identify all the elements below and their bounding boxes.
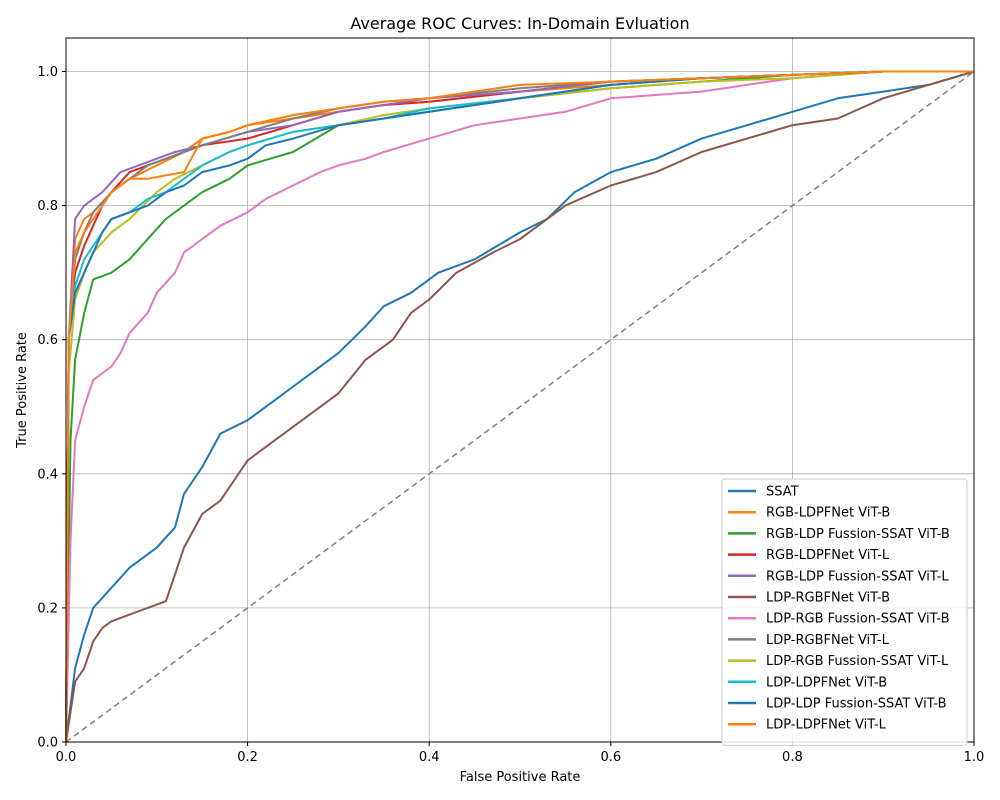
diagonal-line	[65, 70, 975, 743]
y-tick-label: 0.0	[37, 736, 58, 751]
chart-title: Average ROC Curves: In-Domain Evluation	[350, 14, 689, 33]
x-tick-label: 0.6	[600, 750, 621, 765]
legend-entry: LDP-RGB Fussion-SSAT ViT-L	[766, 654, 949, 669]
y-tick-label: 0.6	[37, 333, 58, 348]
grid	[65, 38, 975, 743]
ticks: 0.0 0.2 0.4 0.6 0.8 1.0 0.0 0.2 0.4 0.6 0.8 1.0	[37, 65, 984, 765]
legend-entry: RGB-LDP Fussion-SSAT ViT-B	[766, 527, 950, 542]
series-line	[65, 70, 974, 743]
y-tick-label: 0.4	[37, 467, 58, 482]
x-tick-label: 1.0	[964, 750, 985, 765]
y-tick-label: 1.0	[37, 65, 58, 80]
legend-entry: LDP-RGBFNet ViT-L	[766, 633, 890, 648]
legend-entry: LDP-LDPFNet ViT-B	[766, 675, 887, 690]
legend-entry: RGB-LDPFNet ViT-B	[766, 506, 890, 521]
legend-entry: LDP-RGB Fussion-SSAT ViT-B	[766, 612, 950, 627]
x-tick-label: 0.0	[56, 750, 77, 765]
y-axis-label: True Positive Rate	[15, 332, 30, 449]
legend: SSAT RGB-LDPFNet ViT-B RGB-LDP Fussion-SSA…	[721, 478, 968, 746]
x-tick-label: 0.4	[419, 750, 440, 765]
legend-box	[721, 478, 968, 746]
series-line	[65, 70, 975, 743]
y-tick-label: 0.8	[37, 199, 58, 214]
y-tick-label: 0.2	[37, 601, 58, 616]
series-line	[65, 70, 974, 743]
x-tick-label: 0.2	[237, 750, 258, 765]
series-line	[65, 70, 975, 743]
x-axis-label: False Positive Rate	[460, 770, 581, 785]
legend-entry: LDP-LDPFNet ViT-L	[766, 718, 887, 733]
x-tick-label: 0.8	[782, 750, 803, 765]
legend-entry: RGB-LDPFNet ViT-L	[766, 548, 890, 563]
legend-entry: LDP-LDP Fussion-SSAT ViT-B	[766, 697, 947, 712]
plot-area	[65, 70, 975, 743]
legend-entry: LDP-RGBFNet ViT-B	[766, 591, 890, 606]
axes-frame	[65, 37, 975, 743]
series-line	[65, 70, 974, 743]
legend-entry: SSAT	[766, 485, 799, 500]
legend-entry: RGB-LDP Fussion-SSAT ViT-L	[766, 569, 949, 584]
